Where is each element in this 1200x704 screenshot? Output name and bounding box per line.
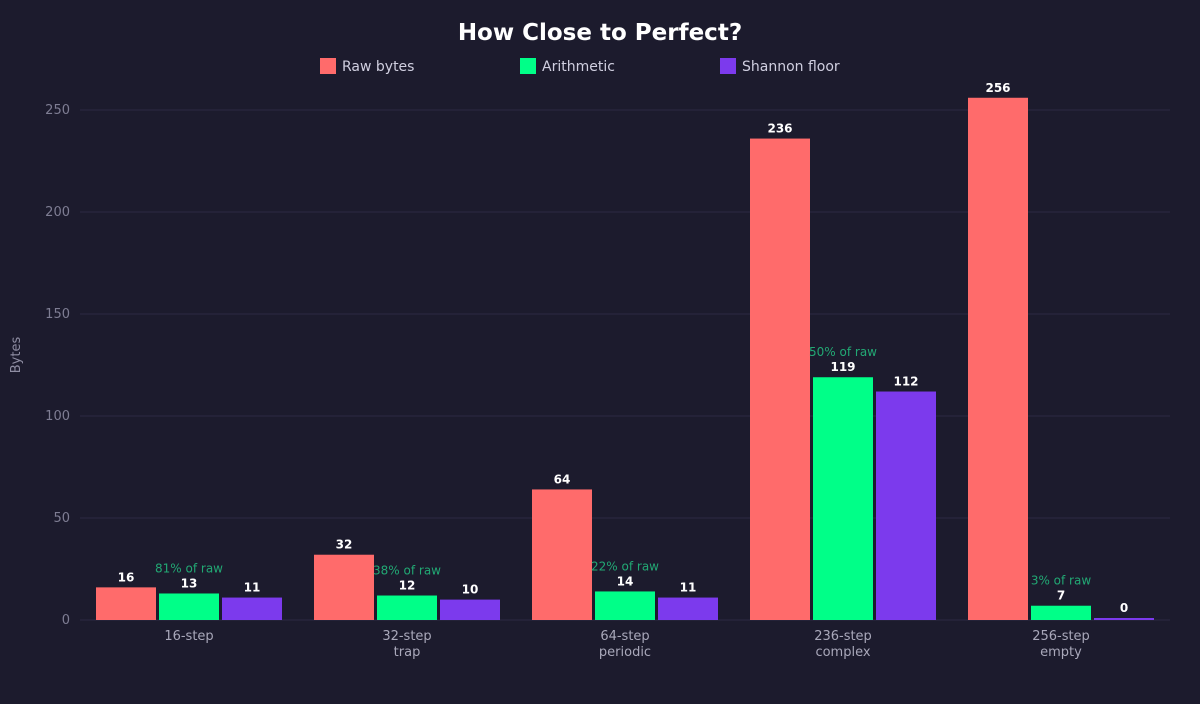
data-label: 11: [244, 581, 261, 595]
data-label: 112: [893, 375, 918, 389]
x-tick-label: 16-step: [164, 629, 213, 644]
x-tick-label: 256-step: [1032, 629, 1090, 644]
ratio-annotation: 50% of raw: [809, 345, 877, 359]
chart-title: How Close to Perfect?: [458, 20, 742, 46]
bar-raw-bytes: [314, 554, 374, 620]
legend: Raw bytes Arithmetic Shannon floor: [320, 58, 840, 75]
data-label: 7: [1057, 589, 1065, 603]
y-tick-label: 250: [45, 103, 70, 118]
bar-raw-bytes: [750, 138, 810, 620]
data-label: 16: [118, 570, 135, 584]
legend-swatch: [720, 58, 736, 74]
y-tick-label: 100: [45, 409, 70, 424]
legend-swatch: [520, 58, 536, 74]
bar-raw-bytes: [532, 489, 592, 620]
ratio-annotation: 22% of raw: [591, 559, 659, 573]
legend-label: Raw bytes: [342, 59, 414, 75]
bar-shannon-floor: [222, 597, 282, 620]
x-tick-label: periodic: [599, 645, 651, 660]
y-axis-label: Bytes: [9, 337, 24, 374]
x-tick-label: 32-step: [382, 629, 431, 644]
bar-raw-bytes: [968, 97, 1028, 620]
bar-shannon-floor: [440, 599, 500, 620]
data-label: 236: [767, 122, 792, 136]
data-label: 13: [181, 576, 198, 590]
bar-arithmetic: [813, 377, 873, 620]
data-label: 256: [985, 81, 1010, 95]
data-label: 32: [336, 538, 353, 552]
bar-arithmetic: [595, 591, 655, 620]
data-label: 11: [680, 581, 697, 595]
ratio-annotation: 81% of raw: [155, 561, 223, 575]
bar-shannon-floor: [876, 391, 936, 620]
x-tick-label: empty: [1040, 645, 1082, 660]
data-label: 10: [462, 583, 479, 597]
data-label: 12: [399, 579, 416, 593]
y-tick-label: 200: [45, 205, 70, 220]
data-label: 64: [554, 472, 571, 486]
bar-shannon-floor: [658, 597, 718, 620]
bar-shannon-floor: [1094, 618, 1154, 620]
legend-swatch: [320, 58, 336, 74]
bar-arithmetic: [377, 595, 437, 620]
x-tick-label: complex: [815, 645, 870, 660]
ratio-annotation: 38% of raw: [373, 564, 441, 578]
ratio-annotation: 3% of raw: [1031, 574, 1092, 588]
bar-arithmetic: [1031, 605, 1091, 620]
x-tick-label: 236-step: [814, 629, 872, 644]
bar-arithmetic: [159, 593, 219, 620]
legend-label: Shannon floor: [742, 59, 840, 75]
x-tick-label: trap: [394, 645, 421, 660]
bar-raw-bytes: [96, 587, 156, 620]
x-tick-label: 64-step: [600, 629, 649, 644]
y-tick-label: 50: [53, 511, 70, 526]
y-tick-label: 0: [62, 613, 70, 628]
data-label: 14: [617, 574, 634, 588]
data-label: 119: [830, 360, 855, 374]
data-label: 0: [1120, 601, 1128, 615]
y-tick-label: 150: [45, 307, 70, 322]
legend-label: Arithmetic: [542, 59, 615, 75]
